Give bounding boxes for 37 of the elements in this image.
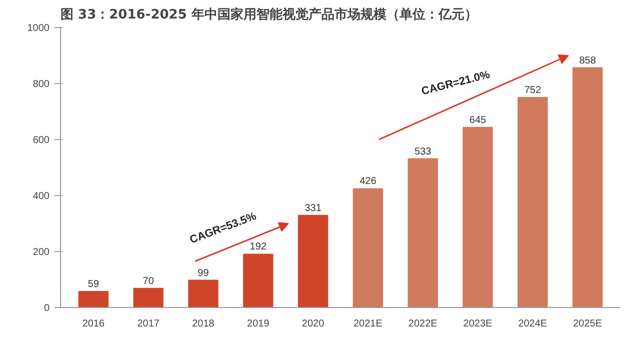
bar xyxy=(572,67,603,308)
bar xyxy=(188,280,218,308)
data-label: 533 xyxy=(414,146,432,158)
x-tick-label: 2023E xyxy=(463,318,493,330)
x-tick-label: 2022E xyxy=(408,318,438,330)
data-label: 331 xyxy=(304,202,322,214)
y-tick-label: 0 xyxy=(44,303,50,314)
bar xyxy=(518,96,548,308)
x-tick-label: 2021E xyxy=(353,318,383,330)
data-label: 858 xyxy=(579,55,596,66)
data-label: 192 xyxy=(250,242,267,253)
data-label: 59 xyxy=(88,278,100,290)
data-label: 70 xyxy=(142,276,154,287)
y-tick-label: 800 xyxy=(32,79,50,90)
y-tick-label: 600 xyxy=(32,135,50,146)
x-tick-label: 2018 xyxy=(192,318,215,330)
x-tick-label: 2020 xyxy=(302,318,325,330)
bar xyxy=(298,214,328,308)
bar xyxy=(462,126,493,308)
y-tick-label: 400 xyxy=(32,191,50,202)
data-label: 645 xyxy=(469,114,487,126)
chart-title: 图 33：2016-2025 年中国家用智能视觉产品市场规模（单位：亿元） xyxy=(60,6,478,22)
x-tick-label: 2019 xyxy=(247,318,270,330)
y-tick-label: 200 xyxy=(32,247,50,258)
data-label: 752 xyxy=(524,84,542,96)
bar xyxy=(133,288,164,308)
bar xyxy=(352,188,384,308)
bar xyxy=(243,254,274,308)
bar xyxy=(78,290,109,308)
bar xyxy=(408,158,438,308)
x-tick-label: 2017 xyxy=(137,318,160,330)
data-label: 426 xyxy=(360,176,377,188)
y-tick-label: 1000 xyxy=(27,23,50,34)
x-tick-label: 2016 xyxy=(82,318,106,330)
x-tick-label: 2024E xyxy=(518,318,548,330)
x-tick-label: 2025E xyxy=(573,318,602,330)
data-label: 99 xyxy=(198,268,210,279)
